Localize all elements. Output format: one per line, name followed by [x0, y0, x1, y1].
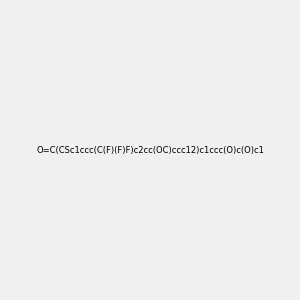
Text: O=C(CSc1ccc(C(F)(F)F)c2cc(OC)ccc12)c1ccc(O)c(O)c1: O=C(CSc1ccc(C(F)(F)F)c2cc(OC)ccc12)c1ccc…: [36, 146, 264, 154]
